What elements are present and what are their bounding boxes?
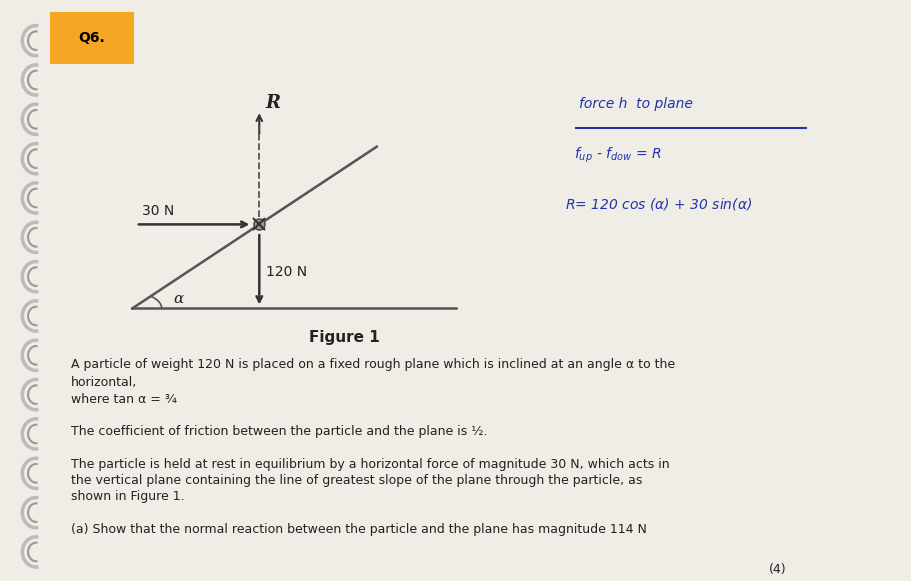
Text: the vertical plane containing the line of greatest slope of the plane through th: the vertical plane containing the line o… — [71, 474, 642, 487]
Text: α: α — [173, 292, 183, 306]
Text: R= 120 cos ($\alpha$) + 30 sin($\alpha$): R= 120 cos ($\alpha$) + 30 sin($\alpha$) — [565, 196, 752, 212]
Text: force h  to plane: force h to plane — [578, 97, 692, 112]
Text: Figure 1: Figure 1 — [308, 330, 379, 345]
Text: where tan α = ¾: where tan α = ¾ — [71, 393, 177, 406]
Text: horizontal,: horizontal, — [71, 376, 138, 389]
FancyBboxPatch shape — [50, 12, 134, 64]
Text: 120 N: 120 N — [266, 266, 307, 279]
Text: A particle of weight 120 N is placed on a fixed rough plane which is inclined at: A particle of weight 120 N is placed on … — [71, 358, 674, 371]
Text: (a) Show that the normal reaction between the particle and the plane has magnitu: (a) Show that the normal reaction betwee… — [71, 523, 646, 536]
Text: 30 N: 30 N — [141, 204, 174, 218]
Text: The coefficient of friction between the particle and the plane is ½.: The coefficient of friction between the … — [71, 425, 487, 438]
Text: shown in Figure 1.: shown in Figure 1. — [71, 490, 185, 503]
Text: (4): (4) — [768, 564, 785, 576]
Text: Q6.: Q6. — [78, 31, 106, 45]
Text: $f_{up}$ - $f_{dow}$ = R: $f_{up}$ - $f_{dow}$ = R — [573, 146, 660, 165]
Text: The particle is held at rest in equilibrium by a horizontal force of magnitude 3: The particle is held at rest in equilibr… — [71, 458, 669, 471]
Text: R: R — [265, 94, 280, 112]
